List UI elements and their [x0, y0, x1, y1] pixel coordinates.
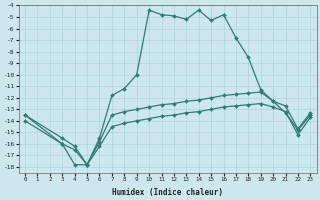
X-axis label: Humidex (Indice chaleur): Humidex (Indice chaleur)	[112, 188, 223, 197]
